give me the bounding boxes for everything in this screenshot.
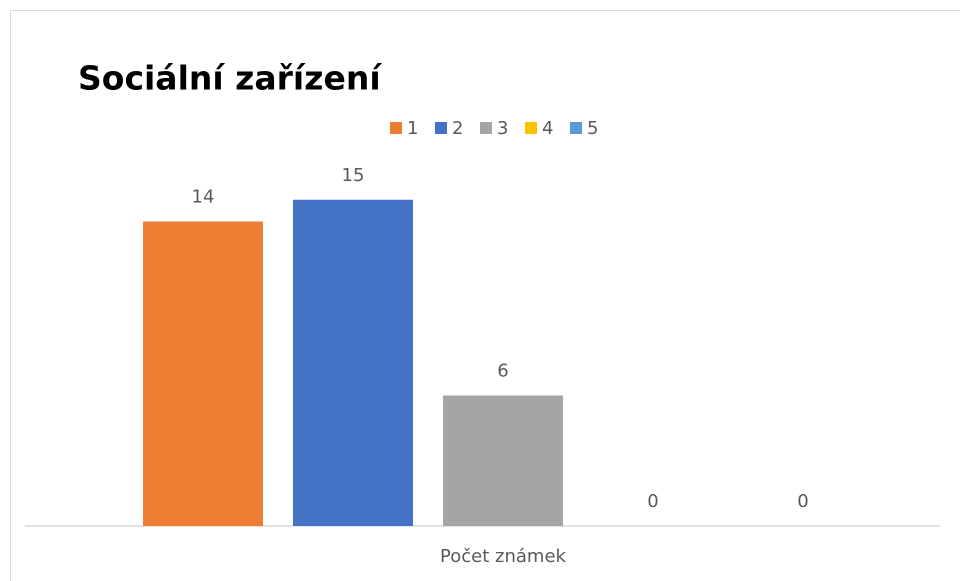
data-label: 0 [647,491,658,512]
data-label: 6 [497,361,508,382]
bar [143,221,263,526]
data-label: 14 [192,187,215,208]
legend-label: 4 [542,118,553,139]
x-tick-label: Počet známek [440,546,566,567]
data-label: 15 [342,165,365,186]
chart-title: Sociální zařízení [78,59,382,98]
bar [443,395,563,526]
legend-label: 5 [587,118,598,139]
legend-label: 2 [452,118,463,139]
legend-swatch [525,122,537,134]
legend-swatch [435,122,447,134]
legend-swatch [390,122,402,134]
bar [293,199,413,526]
legend-label: 3 [497,118,508,139]
data-label: 0 [797,491,808,512]
legend-label: 1 [407,118,418,139]
legend-swatch [480,122,492,134]
legend-swatch [570,122,582,134]
